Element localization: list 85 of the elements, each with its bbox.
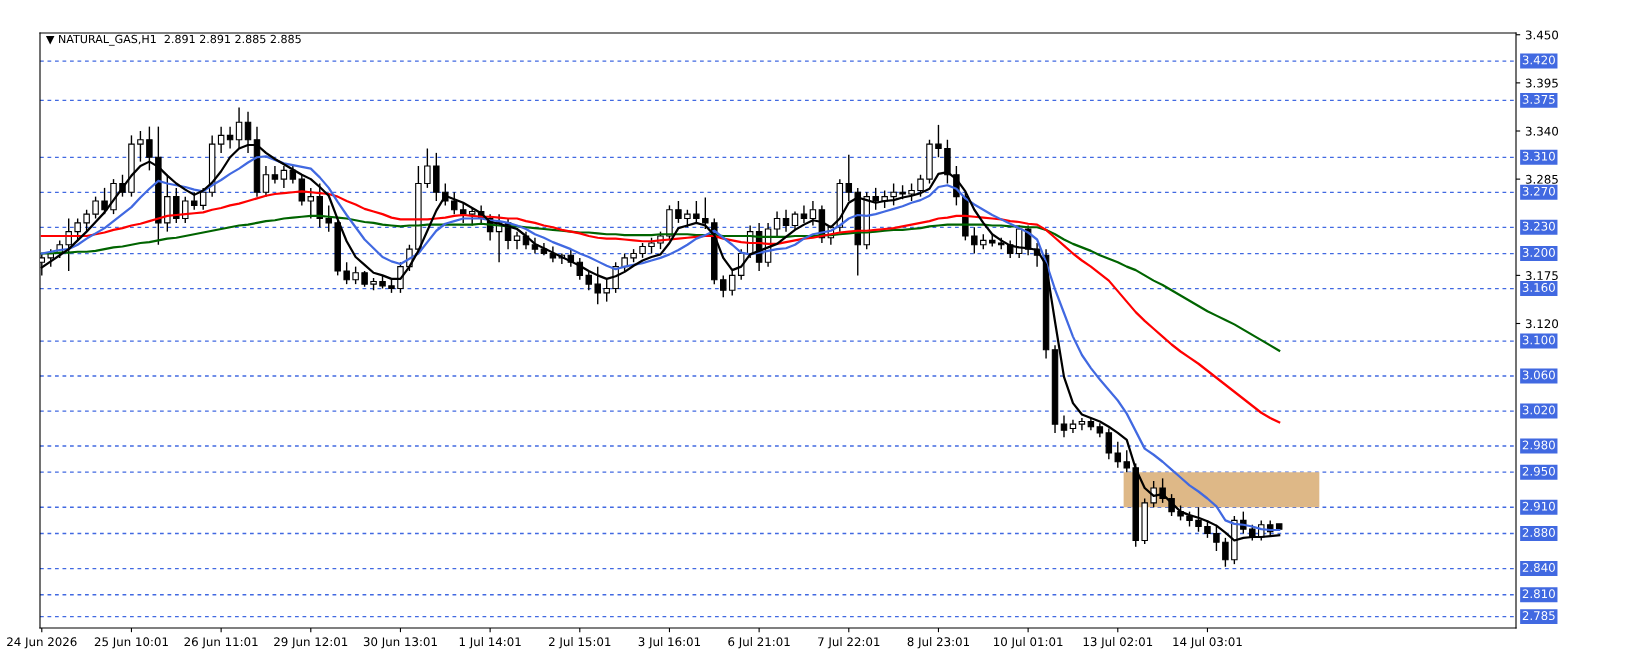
ref-line-label: 3.375 <box>1522 94 1555 104</box>
candlestick <box>74 217 81 242</box>
candlestick <box>182 195 189 224</box>
candlestick <box>83 209 90 233</box>
candlestick <box>92 195 99 220</box>
candlestick <box>217 125 225 154</box>
candlestick <box>262 165 270 198</box>
candlestick <box>298 174 306 207</box>
x-tick-label: 3 Jul 16:01 <box>638 637 701 649</box>
ref-line-label: 3.020 <box>1522 405 1555 415</box>
candlestick <box>173 187 180 224</box>
ref-line-label: 3.310 <box>1522 151 1555 161</box>
candlestick <box>199 187 207 211</box>
ref-line-label: 3.060 <box>1522 370 1555 380</box>
candlestick <box>890 182 897 207</box>
candlestick <box>1123 449 1131 473</box>
candlestick <box>728 270 736 297</box>
x-tick-label: 24 Jun 2026 <box>7 637 77 649</box>
y-tick-label: 3.120 <box>1525 319 1559 329</box>
candlestick <box>513 230 521 250</box>
candlestick <box>271 165 279 185</box>
ref-line-label: 2.880 <box>1522 528 1555 537</box>
candlestick <box>1105 427 1113 460</box>
ref-line-label: 3.160 <box>1522 283 1555 292</box>
candlestick <box>917 174 924 198</box>
candlestick <box>782 209 790 233</box>
candlestick <box>702 196 709 230</box>
x-tick-label: 13 Jul 02:01 <box>1083 637 1153 649</box>
x-tick-label: 29 Jun 12:01 <box>274 637 348 649</box>
y-tick-label: 3.395 <box>1525 78 1558 88</box>
candlestick <box>971 226 978 255</box>
candlestick <box>459 202 467 224</box>
ref-line-label: 3.100 <box>1522 335 1555 345</box>
x-tick-label: 25 Jun 10:01 <box>94 637 168 649</box>
y-tick-label: 3.285 <box>1525 174 1558 184</box>
candlestick <box>1114 440 1122 469</box>
ref-line-label: 2.910 <box>1522 501 1555 511</box>
ref-line-label: 2.785 <box>1522 611 1555 621</box>
candlestick <box>594 265 601 305</box>
y-tick-label: 3.175 <box>1525 271 1558 281</box>
candlestick <box>316 182 324 228</box>
candlestick <box>603 279 610 303</box>
candlestick <box>280 165 288 189</box>
ref-line-label: 2.980 <box>1522 440 1555 450</box>
candlestick <box>325 204 332 233</box>
candlestick <box>935 124 942 158</box>
x-tick-label: 6 Jul 21:01 <box>728 637 790 649</box>
candlestick <box>693 200 700 224</box>
candlestick <box>307 187 315 220</box>
candlestick <box>809 200 817 227</box>
x-tick-label: 30 Jun 13:01 <box>363 637 437 649</box>
candlestick <box>1078 417 1086 431</box>
candlestick <box>65 217 72 272</box>
chart-title: ▼ NATURAL_GAS,H1 2.891 2.891 2.885 2.885 <box>45 34 301 46</box>
candlestick <box>800 204 808 224</box>
candlestick <box>1195 506 1202 533</box>
x-tick-label: 1 Jul 14:01 <box>459 637 521 649</box>
ref-line-label: 2.950 <box>1522 466 1555 476</box>
candlestick <box>585 270 593 291</box>
x-tick-label: 7 Jul 22:01 <box>818 637 880 649</box>
candlestick <box>137 130 144 163</box>
candlestick <box>872 187 879 211</box>
x-tick-label: 8 Jul 23:01 <box>907 637 970 649</box>
candlestick <box>773 210 781 237</box>
x-tick-label: 26 Jun 11:01 <box>184 637 258 649</box>
candlestick <box>397 261 404 294</box>
candlestick <box>1060 414 1068 438</box>
candlestick <box>845 153 853 202</box>
candlestick <box>1222 537 1229 568</box>
ref-line-label: 3.200 <box>1522 248 1555 257</box>
ref-line-label: 2.840 <box>1522 563 1555 572</box>
candlestick <box>451 191 458 215</box>
y-tick-label: 3.450 <box>1525 30 1559 40</box>
ref-line-label: 3.420 <box>1522 55 1555 65</box>
candlestick <box>343 261 350 285</box>
x-tick-label: 14 Jul 03:01 <box>1173 637 1242 649</box>
candlestick <box>675 200 682 224</box>
candlestick <box>424 147 431 189</box>
x-tick-label: 10 Jul 01:01 <box>994 637 1063 649</box>
ref-line-label: 3.270 <box>1522 186 1555 196</box>
x-tick-label: 2 Jul 15:01 <box>549 637 611 649</box>
ref-line-label: 3.230 <box>1522 221 1555 231</box>
y-tick-label: 3.340 <box>1525 126 1559 136</box>
candlestick <box>720 274 727 298</box>
ref-line-label: 2.810 <box>1522 589 1555 599</box>
